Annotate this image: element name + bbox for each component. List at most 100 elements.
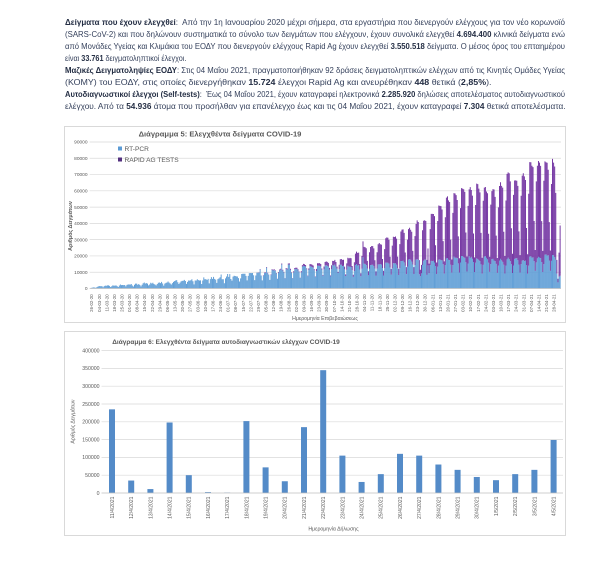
svg-text:15-04-20: 15-04-20 [142, 294, 147, 312]
svg-text:250000: 250000 [82, 402, 99, 408]
svg-text:29/4/2021: 29/4/2021 [456, 496, 462, 518]
svg-text:Ημερομηνία Επιβεβαιώσεως: Ημερομηνία Επιβεβαιώσεως [292, 316, 358, 322]
svg-text:13-01-21: 13-01-21 [438, 294, 443, 312]
svg-text:28-04-21: 28-04-21 [552, 294, 557, 312]
svg-text:07-04-21: 07-04-21 [529, 294, 534, 312]
svg-text:90000: 90000 [74, 140, 88, 146]
svg-text:18-11-20: 18-11-20 [377, 294, 382, 312]
svg-text:17-03-21: 17-03-21 [506, 294, 511, 312]
svg-text:22-07-20: 22-07-20 [248, 294, 253, 312]
svg-text:25-03-20: 25-03-20 [120, 294, 125, 312]
svg-text:22/4/2021: 22/4/2021 [321, 496, 327, 518]
svg-text:21/4/2021: 21/4/2021 [302, 496, 308, 518]
svg-text:13-05-20: 13-05-20 [173, 294, 178, 312]
svg-text:17-06-20: 17-06-20 [210, 294, 215, 312]
svg-text:30-09-20: 30-09-20 [324, 294, 329, 312]
svg-text:24-06-20: 24-06-20 [218, 294, 223, 312]
svg-text:03-03-21: 03-03-21 [491, 294, 496, 312]
svg-text:Διάγραμμα 5: Ελεγχθέντα δείγμ: Διάγραμμα 5: Ελεγχθέντα δείγματα COVID-1… [139, 130, 302, 139]
svg-text:18-03-20: 18-03-20 [112, 294, 117, 312]
svg-text:10-03-21: 10-03-21 [499, 294, 504, 312]
svg-text:12/4/2021: 12/4/2021 [129, 496, 135, 518]
svg-text:14/4/2021: 14/4/2021 [168, 496, 174, 518]
svg-text:14-10-20: 14-10-20 [339, 294, 344, 312]
svg-text:2/5/2021: 2/5/2021 [513, 496, 519, 516]
svg-text:04-11-20: 04-11-20 [362, 294, 367, 312]
svg-text:4/5/2021: 4/5/2021 [552, 496, 558, 516]
svg-text:28/4/2021: 28/4/2021 [436, 496, 442, 518]
svg-text:16/4/2021: 16/4/2021 [206, 496, 212, 518]
svg-text:21-04-21: 21-04-21 [544, 294, 549, 312]
svg-text:08-04-20: 08-04-20 [135, 294, 140, 312]
svg-text:70000: 70000 [74, 172, 88, 178]
svg-text:14-04-21: 14-04-21 [536, 294, 541, 312]
svg-text:100000: 100000 [82, 455, 99, 461]
svg-text:30000: 30000 [74, 237, 88, 243]
svg-text:1/5/2021: 1/5/2021 [494, 496, 500, 516]
svg-text:06-01-21: 06-01-21 [430, 294, 435, 312]
svg-text:25/4/2021: 25/4/2021 [379, 496, 385, 518]
svg-text:01-04-20: 01-04-20 [127, 294, 132, 312]
svg-text:26-08-20: 26-08-20 [286, 294, 291, 312]
svg-text:02-09-20: 02-09-20 [294, 294, 299, 312]
svg-text:03-06-20: 03-06-20 [195, 294, 200, 312]
svg-text:80000: 80000 [74, 156, 88, 162]
svg-text:0: 0 [85, 286, 88, 292]
svg-text:24-03-21: 24-03-21 [514, 294, 519, 312]
svg-text:04-03-20: 04-03-20 [97, 294, 102, 312]
svg-text:Αριθμός Δειγμάτων: Αριθμός Δειγμάτων [70, 399, 77, 444]
svg-text:26/4/2021: 26/4/2021 [398, 496, 404, 518]
svg-text:17/4/2021: 17/4/2021 [225, 496, 231, 518]
svg-text:10-02-21: 10-02-21 [468, 294, 473, 312]
svg-text:12-08-20: 12-08-20 [271, 294, 276, 312]
svg-text:24/4/2021: 24/4/2021 [360, 496, 366, 518]
svg-text:24-02-21: 24-02-21 [483, 294, 488, 312]
svg-text:13/4/2021: 13/4/2021 [148, 496, 154, 518]
svg-text:17-02-21: 17-02-21 [476, 294, 481, 312]
svg-text:10-06-20: 10-06-20 [203, 294, 208, 312]
svg-text:09-09-20: 09-09-20 [301, 294, 306, 312]
svg-text:11/4/2021: 11/4/2021 [110, 496, 116, 518]
svg-text:400000: 400000 [82, 348, 99, 354]
svg-text:27/4/2021: 27/4/2021 [417, 496, 423, 518]
svg-text:18/4/2021: 18/4/2021 [244, 496, 250, 518]
svg-text:11-11-20: 11-11-20 [370, 294, 375, 311]
svg-text:23-09-20: 23-09-20 [317, 294, 322, 312]
svg-text:26-02-20: 26-02-20 [89, 294, 94, 312]
svg-text:50000: 50000 [85, 473, 100, 479]
svg-text:09-12-20: 09-12-20 [400, 294, 405, 312]
svg-text:05-08-20: 05-08-20 [264, 294, 269, 312]
svg-text:25-11-20: 25-11-20 [385, 294, 390, 312]
svg-text:21-10-20: 21-10-20 [347, 294, 352, 312]
svg-text:23-12-20: 23-12-20 [415, 294, 420, 312]
svg-text:06-05-20: 06-05-20 [165, 294, 170, 312]
svg-text:27-01-21: 27-01-21 [453, 294, 458, 312]
svg-text:20-05-20: 20-05-20 [180, 294, 185, 312]
svg-text:15-07-20: 15-07-20 [241, 294, 246, 312]
svg-text:300000: 300000 [82, 384, 99, 390]
svg-text:RT-PCR: RT-PCR [125, 146, 150, 153]
svg-text:350000: 350000 [82, 366, 99, 372]
svg-text:03-02-21: 03-02-21 [461, 294, 466, 312]
svg-text:22-04-20: 22-04-20 [150, 294, 155, 312]
svg-text:50000: 50000 [74, 205, 88, 211]
svg-text:0: 0 [97, 491, 100, 497]
svg-text:19-08-20: 19-08-20 [279, 294, 284, 312]
svg-text:Διάγραμμα 6: Ελεγχθέντα δείγμα: Διάγραμμα 6: Ελεγχθέντα δείγματα αυτοδια… [112, 338, 340, 346]
svg-text:29-07-20: 29-07-20 [256, 294, 261, 312]
svg-text:30/4/2021: 30/4/2021 [475, 496, 481, 518]
svg-text:20/4/2021: 20/4/2021 [283, 496, 289, 518]
svg-text:Αριθμός Δειγμάτων: Αριθμός Δειγμάτων [68, 201, 74, 251]
svg-text:27-05-20: 27-05-20 [188, 294, 193, 312]
svg-text:15/4/2021: 15/4/2021 [187, 496, 193, 518]
svg-text:3/5/2021: 3/5/2021 [532, 496, 538, 516]
svg-text:01-07-20: 01-07-20 [226, 294, 231, 312]
svg-text:28-10-20: 28-10-20 [355, 294, 360, 312]
svg-text:07-10-20: 07-10-20 [332, 294, 337, 312]
svg-text:30-12-20: 30-12-20 [423, 294, 428, 312]
svg-text:11-03-20: 11-03-20 [104, 294, 109, 312]
svg-text:16-09-20: 16-09-20 [309, 294, 314, 312]
svg-text:16-12-20: 16-12-20 [408, 294, 413, 312]
svg-text:31-03-21: 31-03-21 [521, 294, 526, 312]
svg-text:20-01-21: 20-01-21 [445, 294, 450, 312]
